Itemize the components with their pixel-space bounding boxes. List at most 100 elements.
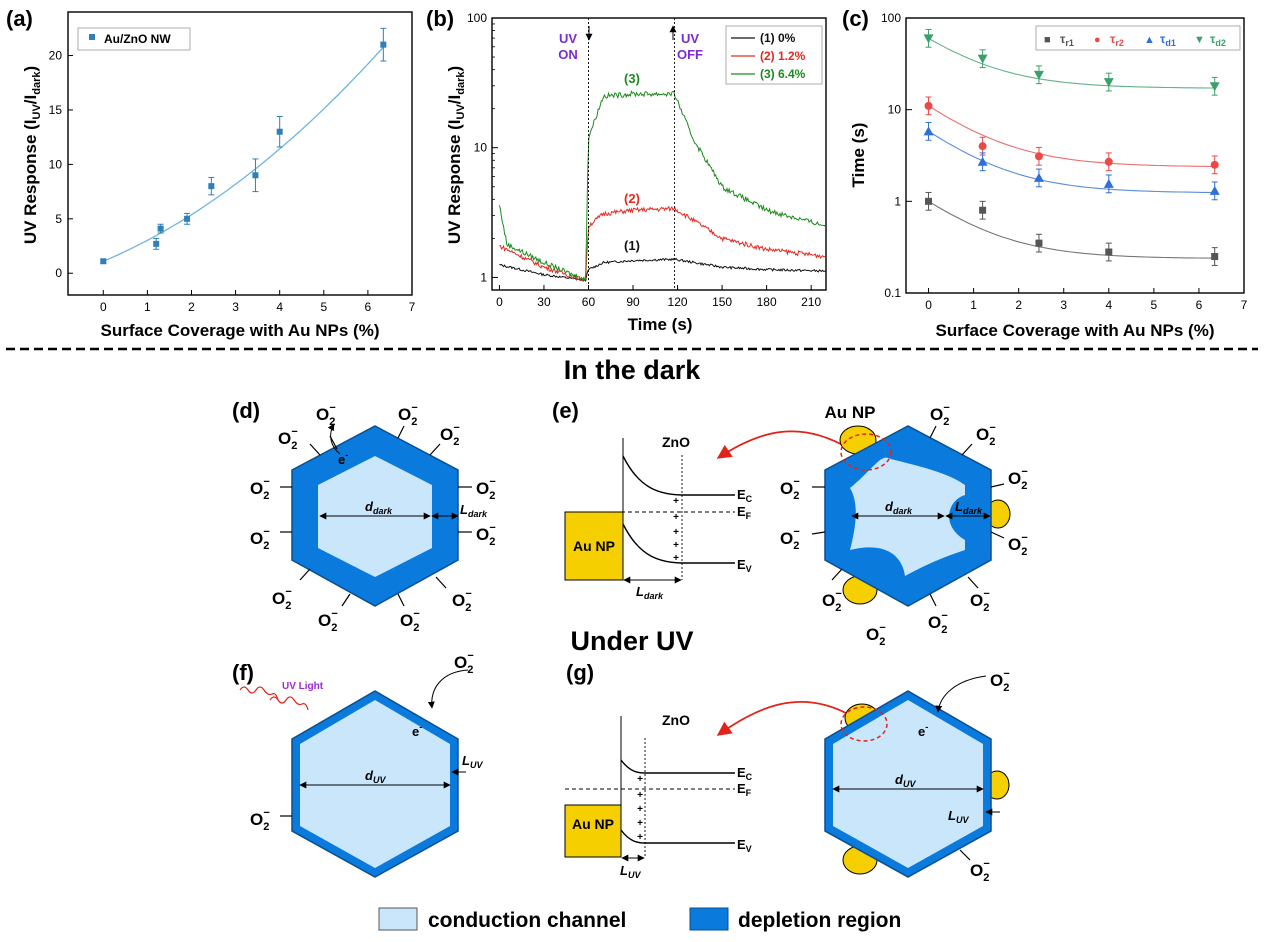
chart-c-x-tick-label: 2 — [1015, 298, 1022, 312]
chart-a-x-tick-label: 7 — [409, 300, 416, 314]
svg-text:+: + — [637, 774, 643, 785]
chart-a-fit-curve — [103, 44, 386, 262]
chart-c-data-point — [923, 126, 934, 136]
chart-b-x-tick-label: 90 — [626, 295, 640, 309]
chart-c-data-point — [1105, 248, 1113, 256]
chart-c-legend-marker: ▲ — [1144, 34, 1155, 46]
curve-label-1: (1) — [624, 238, 640, 253]
oxygen-ion-label: O2− — [990, 668, 1010, 694]
zoom-arrow-g — [716, 700, 847, 736]
oxygen-ion-label: O2− — [440, 422, 460, 448]
chart-c-legend-label: τd2 — [1210, 32, 1226, 48]
chart-c-x-tick-label: 3 — [1060, 298, 1067, 312]
panel-a-chart: (a) 0 1 2 3 4 5 6 7 0 5 10 15 20 Au/ZnO NW Surface C… — [6, 6, 416, 340]
chart-a-x-axis-title: Surface Coverage with Au NPs (%) — [101, 321, 380, 340]
uv-wave-1 — [239, 686, 279, 701]
uv-off-label-2: OFF — [677, 47, 703, 62]
l-uv-label-g2: LUV — [948, 808, 969, 825]
chart-b-series-line-2 — [499, 205, 826, 282]
chart-c-data-point — [1209, 82, 1220, 92]
panel-label-f: (f) — [232, 660, 254, 685]
chart-c-data-point — [1104, 157, 1113, 166]
chart-c-data-point — [1211, 253, 1219, 261]
oxygen-ion-label: O2− — [822, 588, 842, 614]
valence-band-e — [622, 523, 735, 564]
chart-c-data-point — [977, 156, 988, 166]
electron-label-g: e- — [918, 722, 928, 739]
chart-c-data-point — [1210, 160, 1219, 169]
chart-a-frame — [67, 11, 413, 296]
chart-b-series-line-3 — [498, 90, 827, 281]
chart-a-data-point — [208, 183, 215, 190]
chart-b-x-axis-title: Time (s) — [628, 315, 693, 334]
oxygen-bond-g — [959, 849, 971, 861]
chart-a-data-point — [252, 172, 259, 179]
ev-label-g: EV — [737, 837, 752, 854]
oxygen-ion-label: O2− — [452, 588, 472, 614]
chart-c-x-tick-label: 7 — [1241, 298, 1248, 312]
oxygen-ion-label: O2− — [272, 586, 292, 612]
heading-dark: In the dark — [564, 355, 702, 385]
heading-uv: Under UV — [570, 626, 693, 656]
chart-b-y-tick-label: 100 — [467, 11, 487, 25]
legend-swatch-channel — [378, 907, 418, 931]
panel-label-b: (b) — [426, 6, 454, 31]
chart-c-data-point — [923, 34, 934, 44]
panel-label-a: (a) — [6, 6, 33, 31]
chart-c-y-tick-label: 10 — [888, 103, 902, 117]
legend-label-channel: conduction channel — [428, 909, 626, 932]
chart-c-y-tick-label: 100 — [881, 11, 901, 25]
svg-text:+: + — [637, 804, 643, 815]
chart-c-data-point — [1103, 178, 1114, 188]
uv-off-label-1: UV — [681, 31, 699, 46]
panel-label-g: (g) — [566, 660, 594, 685]
oxygen-ion-label: O2− — [866, 622, 886, 648]
chart-c-data-point — [979, 206, 987, 214]
chart-c-data-point — [1209, 185, 1220, 195]
l-uv-label-f: LUV — [462, 753, 483, 770]
chart-b-legend-label-1: (1) 0% — [760, 31, 796, 45]
positive-charges-e: + + + + + — [673, 496, 679, 564]
chart-a-y-tick-label: 20 — [49, 49, 63, 63]
chart-c-legend-box — [1035, 25, 1241, 51]
chart-b-y-axis-title: UV Response (IUV/Idark) — [445, 66, 467, 244]
panel-label-d: (d) — [232, 398, 260, 423]
panel-label-e: (e) — [552, 398, 579, 423]
ec-label-e: EC — [737, 487, 753, 504]
chart-b-x-tick-label: 30 — [537, 295, 551, 309]
chart-a-y-tick-label: 15 — [49, 103, 63, 117]
positive-charges-g: + + + + + — [637, 774, 643, 843]
chart-a-x-tick-label: 6 — [365, 300, 372, 314]
chart-c-legend-marker: ■ — [1044, 34, 1051, 46]
l-dark-label-e: Ldark — [636, 584, 664, 601]
uv-wave-2 — [269, 696, 309, 711]
ef-label-g: EF — [737, 781, 752, 798]
chart-a-y-tick-label: 10 — [49, 157, 63, 171]
svg-text:+: + — [673, 496, 679, 507]
chart-c-fit-curve-1 — [928, 200, 1215, 259]
chart-a-x-tick-label: 3 — [232, 300, 239, 314]
chart-c-data-point — [1033, 70, 1044, 80]
conduction-band-g — [620, 759, 735, 774]
highlight-circle-g — [840, 706, 888, 742]
chart-b-series-line-1 — [499, 257, 826, 282]
ev-label-e: EV — [737, 557, 752, 574]
panel-b-chart: (b) 0 30 60 90 120 150 180 210 1 10 100 UV ON UV O… — [426, 6, 827, 334]
d-dark-label-e2: ddark — [885, 499, 913, 516]
chart-a-data-point — [276, 128, 283, 135]
chart-a-data-point — [157, 225, 164, 232]
d-uv-label-g: dUV — [895, 772, 916, 789]
chart-c-x-axis-title: Surface Coverage with Au NPs (%) — [936, 321, 1215, 340]
chart-c-y-tick-label: 1 — [894, 194, 901, 208]
chart-a-y-tick-label: 5 — [55, 212, 62, 226]
chart-c-data-point — [1033, 172, 1044, 182]
svg-text:+: + — [673, 540, 679, 551]
oxygen-bonds-e — [811, 425, 1005, 607]
oxygen-ion-label: O2− — [780, 526, 800, 552]
chart-a-x-tick-label: 2 — [188, 300, 195, 314]
chart-b-legend-label-3: (3) 6.4% — [760, 67, 806, 81]
l-dark-label-d: Ldark — [460, 502, 488, 519]
chart-c-fit-curve-4 — [928, 37, 1215, 89]
oxygen-ion-label: O2− — [970, 858, 990, 884]
chart-a-data-point — [380, 41, 387, 48]
